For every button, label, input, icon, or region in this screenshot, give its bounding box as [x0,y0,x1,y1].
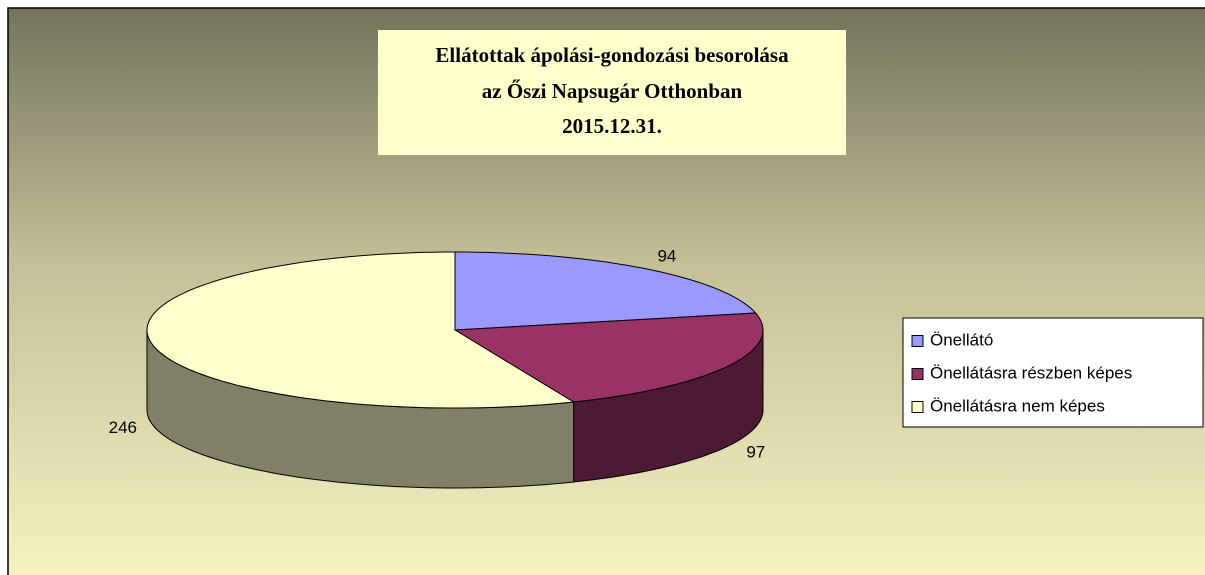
pie-slice [146,251,576,409]
chart-title: az Őszi Napsugár Otthonban [482,79,743,103]
data-label: 94 [657,246,676,265]
pie-slice [454,251,757,331]
legend-swatch [911,368,924,380]
legend-label: Önellátó [930,330,993,349]
chart-title: 2015.12.31. [562,114,662,138]
legend-swatch [911,401,924,413]
data-label: 97 [746,443,765,462]
legend-label: Önellátásra részben képes [930,363,1132,382]
legend-label: Önellátásra nem képes [930,396,1105,415]
legend-swatch [911,335,924,347]
title-box [378,30,846,155]
chart-title: Ellátottak ápolási-gondozási besorolása [435,43,789,67]
data-label: 246 [109,418,137,437]
pie-slice [453,312,764,403]
legend-box [902,317,1204,428]
